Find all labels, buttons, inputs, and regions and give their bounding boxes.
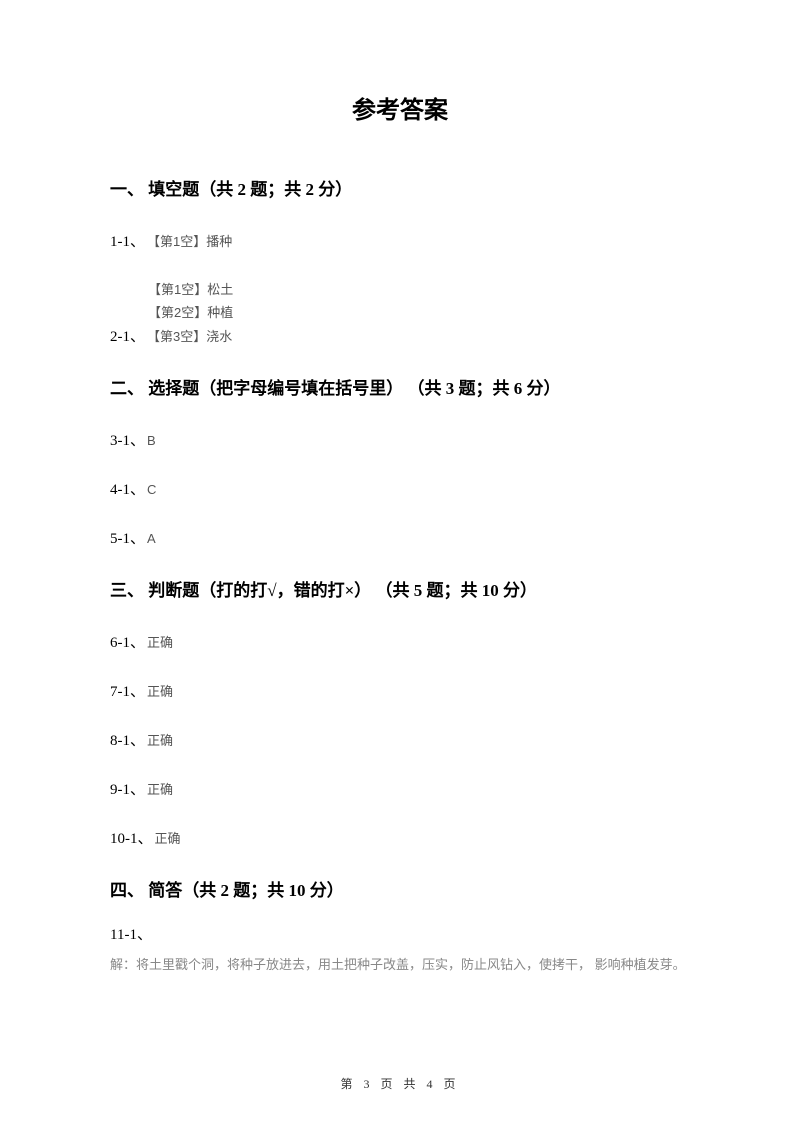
- q11-solution: 解：将土里戳个洞，将种子放进去，用土把种子改盖，压实，防止风钻入，使拷干， 影响…: [110, 954, 690, 973]
- q2-answer: 【第3空】浇水: [147, 326, 232, 345]
- section-4-header: 四、 简答（共 2 题；共 10 分）: [110, 876, 690, 901]
- q11-num: 11-1、: [110, 923, 152, 944]
- q8-num: 8-1、: [110, 729, 145, 750]
- q10-num: 10-1、: [110, 827, 153, 848]
- question-2-1: 【第1空】松土 【第2空】种植 2-1、 【第3空】浇水: [110, 279, 690, 346]
- q5-num: 5-1、: [110, 527, 145, 548]
- question-11-1: 11-1、 解：将土里戳个洞，将种子放进去，用土把种子改盖，压实，防止风钻入，使…: [110, 923, 690, 973]
- question-1-1: 1-1、 【第1空】播种: [110, 230, 690, 251]
- q7-num: 7-1、: [110, 680, 145, 701]
- q6-answer: 正确: [147, 632, 173, 651]
- q4-num: 4-1、: [110, 478, 145, 499]
- section-4: 四、 简答（共 2 题；共 10 分） 11-1、 解：将土里戳个洞，将种子放进…: [110, 876, 690, 973]
- q6-num: 6-1、: [110, 631, 145, 652]
- section-3: 三、 判断题（打的打√，错的打×） （共 5 题；共 10 分） 6-1、 正确…: [110, 576, 690, 848]
- q10-answer: 正确: [155, 828, 181, 847]
- question-7-1: 7-1、 正确: [110, 680, 690, 701]
- q9-num: 9-1、: [110, 778, 145, 799]
- q2-num: 2-1、: [110, 325, 145, 346]
- section-3-header: 三、 判断题（打的打√，错的打×） （共 5 题；共 10 分）: [110, 576, 690, 601]
- section-1-header: 一、 填空题（共 2 题；共 2 分）: [110, 175, 690, 200]
- q3-answer: B: [147, 433, 156, 448]
- question-3-1: 3-1、 B: [110, 429, 690, 450]
- q2-sub1: 【第1空】松土: [148, 279, 690, 298]
- question-6-1: 6-1、 正确: [110, 631, 690, 652]
- section-2: 二、 选择题（把字母编号填在括号里） （共 3 题；共 6 分） 3-1、 B …: [110, 374, 690, 548]
- question-4-1: 4-1、 C: [110, 478, 690, 499]
- question-10-1: 10-1、 正确: [110, 827, 690, 848]
- section-1: 一、 填空题（共 2 题；共 2 分） 1-1、 【第1空】播种 【第1空】松土…: [110, 175, 690, 346]
- q1-answer: 【第1空】播种: [147, 231, 232, 250]
- q8-answer: 正确: [147, 730, 173, 749]
- question-9-1: 9-1、 正确: [110, 778, 690, 799]
- q4-answer: C: [147, 482, 156, 497]
- question-8-1: 8-1、 正确: [110, 729, 690, 750]
- q1-num: 1-1、: [110, 230, 145, 251]
- page-title: 参考答案: [110, 90, 690, 125]
- q3-num: 3-1、: [110, 429, 145, 450]
- section-2-header: 二、 选择题（把字母编号填在括号里） （共 3 题；共 6 分）: [110, 374, 690, 399]
- q5-answer: A: [147, 531, 156, 546]
- q2-sub2: 【第2空】种植: [148, 302, 690, 321]
- q9-answer: 正确: [147, 779, 173, 798]
- q7-answer: 正确: [147, 681, 173, 700]
- page-footer: 第 3 页 共 4 页: [0, 1075, 800, 1092]
- question-5-1: 5-1、 A: [110, 527, 690, 548]
